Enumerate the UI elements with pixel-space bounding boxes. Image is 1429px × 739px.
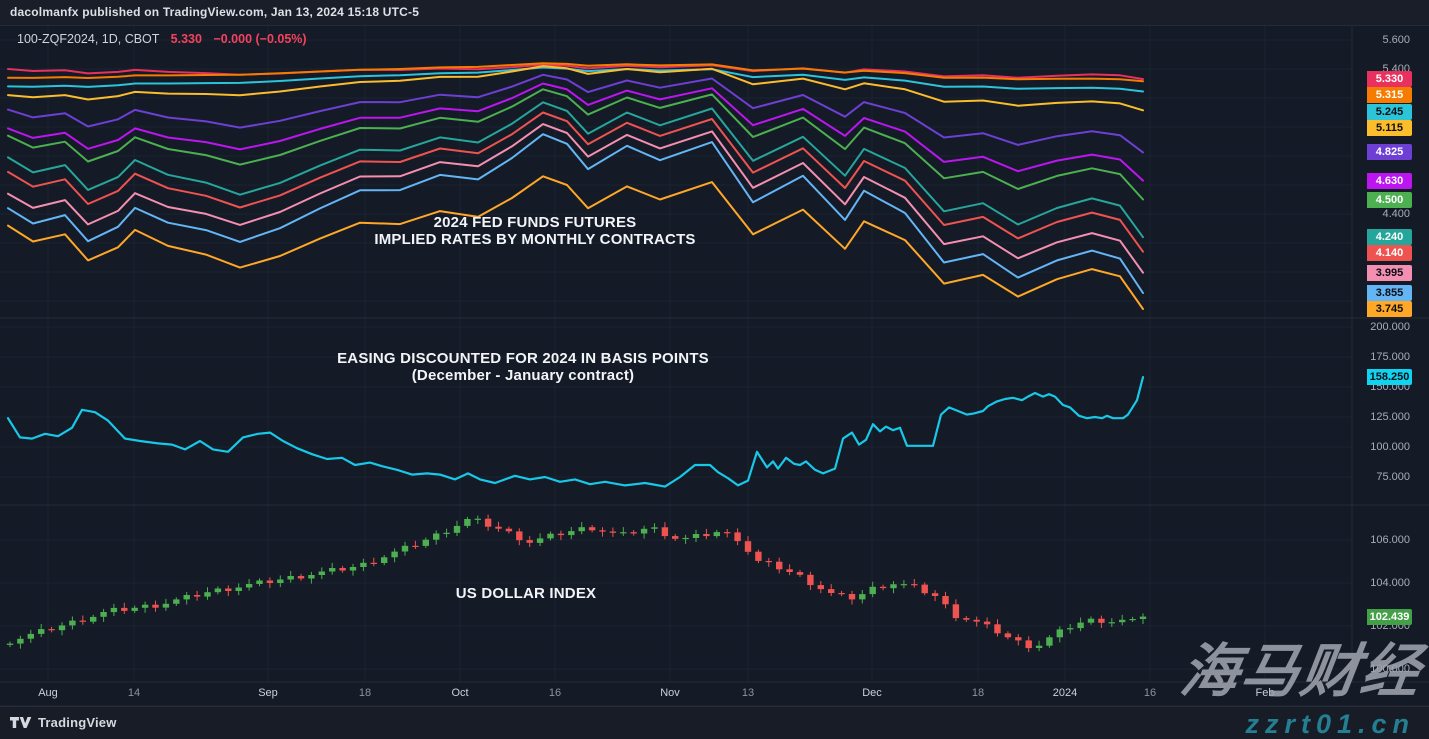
x-tick-18: 18 bbox=[971, 687, 985, 699]
series-100-ZQV2024 bbox=[7, 123, 1144, 274]
x-tick-2024: 2024 bbox=[1052, 687, 1078, 699]
publish-info: dacolmanfx published on TradingView.com,… bbox=[10, 5, 420, 19]
tradingview-brand[interactable]: TradingView bbox=[10, 715, 117, 730]
y-tick-bp: 200.000 bbox=[1370, 321, 1410, 333]
y-tick-dxy: 104.000 bbox=[1370, 577, 1410, 589]
series-100-ZQQ2024 bbox=[7, 101, 1144, 239]
x-tick-Oct: Oct bbox=[451, 687, 469, 699]
watermark-domain: zzrt01.cn bbox=[1245, 709, 1415, 739]
x-tick-14: 14 bbox=[127, 687, 141, 699]
publish-header: dacolmanfx published on TradingView.com,… bbox=[0, 0, 1429, 26]
x-tick-13: 13 bbox=[741, 687, 755, 699]
tradingview-logo-icon bbox=[10, 717, 32, 728]
series-100-ZQZ2024 bbox=[7, 175, 1144, 310]
x-tick-Sep: Sep bbox=[258, 687, 278, 699]
series-easing-spread bbox=[6, 376, 1145, 488]
last-price: 5.330 bbox=[170, 32, 202, 46]
x-tick-16: 16 bbox=[548, 687, 562, 699]
y-tick-bp: 75.000 bbox=[1376, 471, 1410, 483]
annotation-dxy: US DOLLAR INDEX bbox=[455, 585, 597, 602]
x-tick-Nov: Nov bbox=[660, 687, 680, 699]
series-100-ZQF2024 bbox=[7, 63, 1144, 81]
y-tick-bp: 100.000 bbox=[1370, 441, 1410, 453]
y-tick-bp: 125.000 bbox=[1370, 411, 1410, 423]
series-100-ZQJ2024 bbox=[7, 65, 1144, 112]
price-change: −0.000 (−0.05%) bbox=[213, 32, 307, 46]
annotation-easing: EASING DISCOUNTED FOR 2024 IN BASIS POIN… bbox=[337, 350, 709, 384]
y-tick-bp: 175.000 bbox=[1370, 351, 1410, 363]
series-100-ZQX2024 bbox=[7, 133, 1144, 294]
series-100-ZQK2024 bbox=[7, 73, 1144, 154]
tradingview-brand-label: TradingView bbox=[38, 715, 117, 730]
y-tick-rate: 4.400 bbox=[1382, 208, 1410, 220]
x-tick-16: 16 bbox=[1143, 687, 1157, 699]
annotation-fed-funds: 2024 FED FUNDS FUTURES IMPLIED RATES BY … bbox=[374, 214, 696, 248]
series-100-ZQU2024 bbox=[7, 111, 1144, 253]
y-tick-dxy: 100.000 bbox=[1370, 663, 1410, 675]
series-100-ZQN2024 bbox=[7, 88, 1144, 201]
series-100-ZQG2024 bbox=[7, 62, 1144, 83]
footer-bar: TradingView bbox=[0, 706, 1429, 739]
series-100-ZQM2024 bbox=[7, 82, 1144, 182]
y-tick-dxy: 106.000 bbox=[1370, 534, 1410, 546]
watermark-cjk: 海马财经 bbox=[1176, 639, 1426, 704]
y-tick-rate: 5.600 bbox=[1382, 34, 1410, 46]
x-tick-Dec: Dec bbox=[862, 687, 882, 699]
x-tick-18: 18 bbox=[358, 687, 372, 699]
symbol-legend[interactable]: 100-ZQF2024, 1D, CBOT 5.330 −0.000 (−0.0… bbox=[17, 32, 307, 46]
symbol-title[interactable]: 100-ZQF2024, 1D, CBOT bbox=[17, 32, 160, 46]
x-tick-Aug: Aug bbox=[38, 687, 58, 699]
x-tick-Feb: Feb bbox=[1255, 687, 1275, 699]
